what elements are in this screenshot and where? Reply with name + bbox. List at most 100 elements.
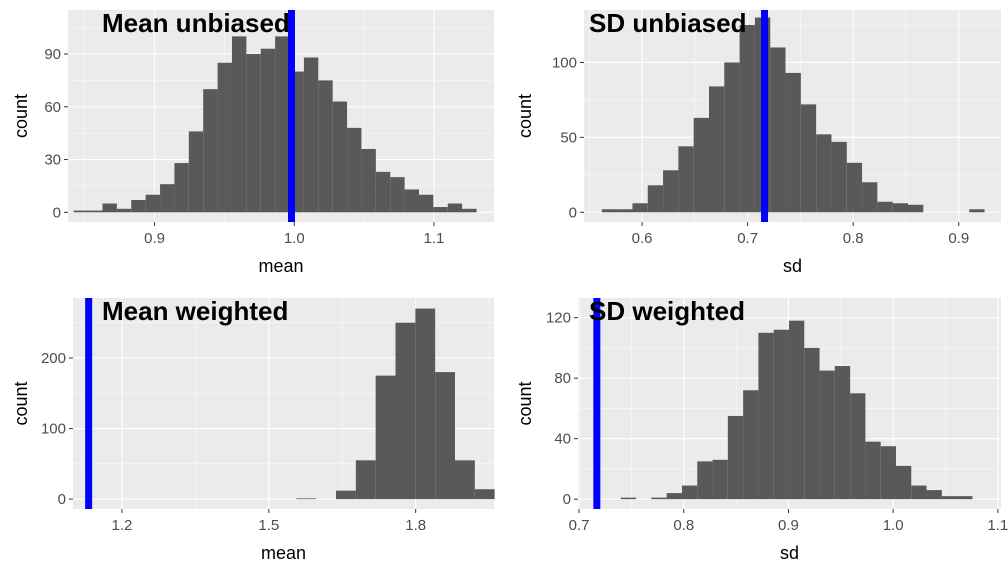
histogram-bar [375,171,391,213]
histogram-mean-weighted: 1.2 1.5 1.8 0 100 200 mean count Mean weighted [11,296,495,563]
panel-title: SD weighted [589,296,745,326]
histogram-bar [217,62,232,213]
panel-title: Mean weighted [102,296,288,326]
histogram-bar [758,332,774,500]
x-tick-label: 0.7 [569,517,590,534]
y-tick-label: 0 [53,204,61,221]
histogram-bar [926,490,942,500]
histogram-bar [174,163,189,213]
histogram-bar [188,131,204,213]
histogram-bar [941,496,958,500]
histogram-bar [957,496,973,500]
y-axis-title: count [11,381,31,425]
histogram-bar [850,393,866,500]
histogram-bar [318,80,333,213]
y-tick-label: 30 [44,152,61,169]
y-tick-label: 50 [560,129,577,146]
histogram-bar [131,200,146,213]
x-tick-label: 0.9 [778,517,799,534]
histogram-bar [296,498,317,500]
histogram-bar [877,201,893,213]
histogram-bar [415,308,436,500]
histogram-bar [831,141,847,213]
y-tick-label: 80 [554,370,571,387]
y-tick-label: 0 [563,491,571,508]
y-axis-title: count [11,94,31,138]
y-tick-label: 40 [554,431,571,448]
histogram-bar [88,210,103,213]
histogram-bar [697,461,713,500]
histogram-bar [620,497,637,500]
x-tick-label: 0.9 [144,230,165,247]
histogram-bar [666,493,682,500]
histogram-bar [880,446,896,500]
histogram-bar [102,203,117,213]
y-tick-label: 120 [546,310,571,327]
histogram-bar [834,366,851,500]
histogram-bar [693,117,709,213]
histogram-bar [969,209,985,213]
y-tick-label: 60 [44,99,61,116]
y-tick-label: 100 [41,421,66,438]
histogram-bar [404,189,419,213]
histogram-bar [785,72,801,213]
x-tick-label: 0.8 [843,230,864,247]
y-axis-title: count [515,94,535,138]
histogram-bar [892,203,908,213]
y-tick-label: 90 [44,46,61,63]
x-tick-label: 1.2 [112,517,133,534]
histogram-bar [454,460,475,500]
histogram-bar [862,182,878,213]
histogram-bar [743,390,759,500]
histogram-bar [361,148,376,213]
panel-title: Mean unbiased [102,8,290,38]
histogram-bar [73,210,89,213]
histogram-bar [819,370,835,500]
histogram-bar [418,194,434,213]
histogram-bar [907,204,924,213]
histogram-bar [770,47,786,213]
histogram-bar [678,146,694,213]
histogram-bar [447,203,463,213]
histogram-bar [355,460,376,500]
histogram-bar [474,489,495,500]
histogram-bar [617,209,633,213]
y-tick-label: 0 [569,204,577,221]
x-tick-label: 1.5 [258,517,279,534]
histogram-bar [800,104,817,213]
histogram-bar [375,375,396,500]
histogram-bar [203,89,218,213]
x-axis-title: sd [780,543,799,563]
histogram-bar [773,329,789,500]
x-axis-title: mean [261,543,306,563]
y-tick-label: 200 [41,350,66,367]
x-axis-title: sd [783,256,802,276]
x-tick-label: 1.8 [405,517,426,534]
histogram-bar [275,36,290,213]
histogram-bar [145,194,161,213]
histogram-bar [804,347,820,500]
x-axis-title: mean [258,256,303,276]
histogram-bar [788,320,805,500]
histogram-bar [663,170,679,213]
histogram-bar [332,101,348,213]
histogram-bar [846,162,863,213]
histogram-bar [727,415,744,500]
histogram-bar [347,127,362,213]
histogram-bar [647,185,664,213]
histogram-mean-unbiased: 0.9 1.0 1.1 0 30 60 90 mean count Mean unbiased [11,8,494,276]
histogram-bar [160,184,175,213]
histogram-bar [712,459,728,500]
x-tick-label: 1.1 [987,517,1008,534]
histogram-bar [116,208,132,213]
x-tick-label: 1.1 [424,230,445,247]
histogram-bar [601,209,618,213]
x-tick-label: 0.6 [632,230,653,247]
histogram-bar [911,485,927,500]
histogram-bar [865,441,881,500]
x-tick-label: 0.8 [673,517,694,534]
histogram-bar [246,53,261,213]
histogram-bar [895,465,912,500]
histogram-bar [651,497,667,500]
histogram-sd-weighted: 0.7 0.8 0.9 1.0 1.1 0 40 80 120 sd count SD weighte… [515,296,1008,563]
